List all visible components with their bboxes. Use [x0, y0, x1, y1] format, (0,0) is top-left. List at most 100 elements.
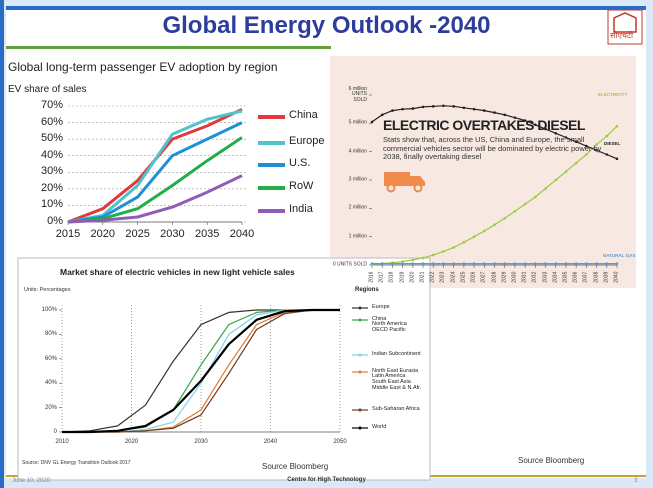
point — [442, 262, 445, 265]
legend-label: Europe — [372, 305, 390, 311]
point — [452, 246, 455, 249]
x-tick-label: 2020 — [410, 272, 415, 283]
x-tick-label: 2022 — [431, 272, 436, 283]
legend-label: Europe — [289, 136, 324, 148]
point — [565, 262, 568, 265]
point — [544, 262, 547, 265]
point — [575, 262, 578, 265]
point — [401, 262, 404, 265]
point — [412, 259, 415, 262]
y-tick-label: 30% — [41, 167, 63, 179]
point — [554, 262, 557, 265]
y-tick-label: 5 million — [349, 121, 367, 126]
point — [534, 196, 537, 199]
point — [432, 262, 435, 265]
chart-title: Market share of electric vehicles in new… — [60, 268, 295, 277]
point — [493, 111, 496, 114]
point — [534, 262, 537, 265]
page-number: 3 — [634, 478, 637, 484]
x-tick-label: 2019 — [400, 272, 405, 283]
legend-label: RoW — [289, 181, 313, 193]
x-tick-label: 2035 — [563, 272, 568, 283]
point — [422, 262, 425, 265]
legend-label: North East Eurasia Latin America South E… — [372, 369, 421, 392]
x-tick-label: 2024 — [451, 272, 456, 283]
y-tick-label: 40% — [41, 150, 63, 162]
x-tick-label: 2016 — [369, 272, 374, 283]
point — [483, 230, 486, 233]
source: Source Bloomberg — [262, 463, 328, 471]
legend-label: World — [372, 425, 386, 431]
legend-marker — [359, 409, 362, 412]
point — [514, 262, 517, 265]
y-tick-label: 0 — [54, 429, 57, 435]
legend-marker — [359, 319, 362, 322]
y-tick-label: 70% — [41, 100, 63, 112]
series-label: ELECTRICITY — [598, 93, 628, 98]
y-tick-label: 40% — [45, 380, 57, 386]
y-axis-label: EV share of sales — [8, 85, 86, 96]
x-tick-label: 2021 — [420, 272, 425, 283]
point — [616, 125, 619, 128]
y-tick-label: 6 million UNITS SOLD — [349, 87, 367, 103]
point — [473, 235, 476, 238]
point — [422, 257, 425, 260]
x-tick-label: 2023 — [441, 272, 446, 283]
x-tick-label: 2018 — [390, 272, 395, 283]
x-tick-label: 2050 — [333, 439, 346, 445]
legend-label: China North America OECD Pacific — [372, 317, 407, 334]
legend-label: Sub-Saharan Africa — [372, 407, 420, 413]
point — [452, 105, 455, 108]
x-tick-label: 2025 — [461, 272, 466, 283]
point — [503, 262, 506, 265]
x-tick-label: 2028 — [492, 272, 497, 283]
logo-text: सीएचटी — [610, 32, 633, 40]
x-tick-label: 2010 — [55, 439, 68, 445]
chart2-bg — [330, 56, 636, 288]
y-tick-label: 100% — [42, 307, 57, 313]
chart-source: Source: DNV GL Energy Transition Outlook… — [22, 461, 130, 466]
series-label: DIESEL — [604, 142, 620, 147]
point — [503, 217, 506, 220]
y-tick-label: 0% — [47, 216, 63, 228]
point — [432, 254, 435, 257]
y-tick-label: 60% — [45, 356, 57, 362]
point — [473, 108, 476, 111]
point — [442, 250, 445, 253]
x-tick-label: 2038 — [594, 272, 599, 283]
x-tick-label: 2030 — [512, 272, 517, 283]
point — [483, 109, 486, 112]
legend-marker — [359, 371, 362, 374]
x-tick-label: 2040 — [230, 229, 254, 241]
point — [442, 104, 445, 107]
x-tick-label: 2020 — [125, 439, 138, 445]
y-tick-label: 2 million — [349, 206, 367, 211]
point — [412, 262, 415, 265]
y-tick-label: 20% — [45, 404, 57, 410]
legend-label: China — [289, 110, 318, 122]
x-tick-label: 2015 — [56, 229, 80, 241]
y-tick-label: 4 million — [349, 149, 367, 154]
point — [422, 106, 425, 109]
point — [554, 179, 557, 182]
y-tick-label: 0 UNITS SOLD — [333, 262, 367, 267]
x-tick-label: 2039 — [604, 272, 609, 283]
x-tick-label: 2020 — [91, 229, 115, 241]
units-label: Units: Percentages — [24, 288, 70, 294]
point — [595, 262, 598, 265]
chart-title: ELECTRIC OVERTAKES DIESEL — [383, 118, 585, 133]
y-tick-label: 60% — [41, 117, 63, 129]
point — [616, 157, 619, 160]
x-tick-label: 2026 — [471, 272, 476, 283]
y-tick-label: 20% — [41, 183, 63, 195]
x-tick-label: 2025 — [125, 229, 149, 241]
point — [503, 114, 506, 117]
x-tick-label: 2037 — [584, 272, 589, 283]
y-tick-label: 50% — [41, 133, 63, 145]
point — [514, 210, 517, 213]
source: Source Bloomberg — [518, 457, 584, 465]
legend-label: U.S. — [289, 158, 310, 170]
x-tick-label: 2017 — [380, 272, 385, 283]
point — [371, 262, 374, 265]
legend-label: India — [289, 204, 313, 216]
